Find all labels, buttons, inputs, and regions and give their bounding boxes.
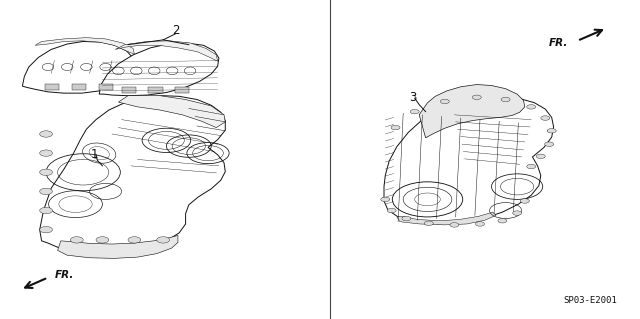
Circle shape bbox=[157, 237, 170, 243]
Circle shape bbox=[40, 131, 52, 137]
Polygon shape bbox=[99, 43, 219, 96]
Bar bbox=[175, 87, 189, 93]
Text: FR.: FR. bbox=[54, 270, 74, 280]
Circle shape bbox=[40, 188, 52, 195]
Text: 3: 3 bbox=[409, 91, 417, 104]
Circle shape bbox=[440, 99, 449, 104]
Circle shape bbox=[501, 97, 510, 102]
Circle shape bbox=[40, 150, 52, 156]
Circle shape bbox=[472, 95, 481, 100]
Bar bbox=[99, 84, 113, 90]
Text: SP03-E2001: SP03-E2001 bbox=[564, 296, 618, 305]
Circle shape bbox=[536, 154, 545, 159]
Circle shape bbox=[128, 237, 141, 243]
Circle shape bbox=[547, 129, 556, 133]
Bar bbox=[72, 84, 86, 90]
Circle shape bbox=[410, 109, 419, 114]
Polygon shape bbox=[397, 212, 496, 225]
Text: 2: 2 bbox=[172, 24, 180, 37]
Text: 1: 1 bbox=[91, 148, 99, 161]
Polygon shape bbox=[419, 85, 525, 138]
Polygon shape bbox=[22, 41, 134, 93]
Polygon shape bbox=[115, 41, 218, 61]
Circle shape bbox=[450, 223, 459, 227]
Circle shape bbox=[527, 164, 536, 169]
Bar bbox=[122, 87, 136, 93]
Circle shape bbox=[40, 226, 52, 233]
Circle shape bbox=[498, 219, 507, 223]
Circle shape bbox=[40, 169, 52, 175]
Circle shape bbox=[424, 221, 433, 226]
Circle shape bbox=[520, 199, 529, 203]
Circle shape bbox=[40, 207, 52, 214]
Polygon shape bbox=[384, 96, 554, 224]
Circle shape bbox=[545, 142, 554, 146]
Bar bbox=[148, 87, 163, 93]
Circle shape bbox=[387, 208, 396, 213]
Polygon shape bbox=[40, 96, 225, 256]
Circle shape bbox=[96, 237, 109, 243]
Circle shape bbox=[541, 116, 550, 120]
Circle shape bbox=[402, 216, 411, 221]
Circle shape bbox=[381, 197, 390, 202]
Circle shape bbox=[513, 211, 522, 215]
Text: FR.: FR. bbox=[549, 38, 568, 48]
Circle shape bbox=[70, 237, 83, 243]
Circle shape bbox=[391, 125, 400, 130]
Polygon shape bbox=[58, 235, 178, 258]
Polygon shape bbox=[35, 38, 134, 54]
Circle shape bbox=[476, 222, 484, 226]
Circle shape bbox=[527, 105, 536, 109]
Bar bbox=[45, 84, 59, 90]
Polygon shape bbox=[118, 96, 225, 128]
